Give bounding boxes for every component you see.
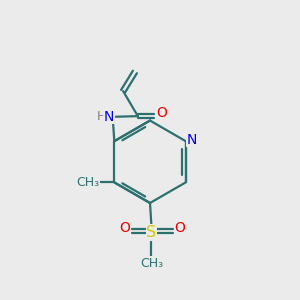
- Text: CH₃: CH₃: [76, 176, 99, 189]
- Text: S: S: [146, 225, 157, 240]
- Text: N: N: [104, 110, 115, 124]
- Text: H: H: [97, 110, 106, 123]
- Text: N: N: [187, 133, 197, 147]
- Text: O: O: [156, 106, 167, 120]
- Text: O: O: [119, 221, 130, 235]
- Text: CH₃: CH₃: [140, 257, 163, 270]
- Text: O: O: [175, 221, 185, 235]
